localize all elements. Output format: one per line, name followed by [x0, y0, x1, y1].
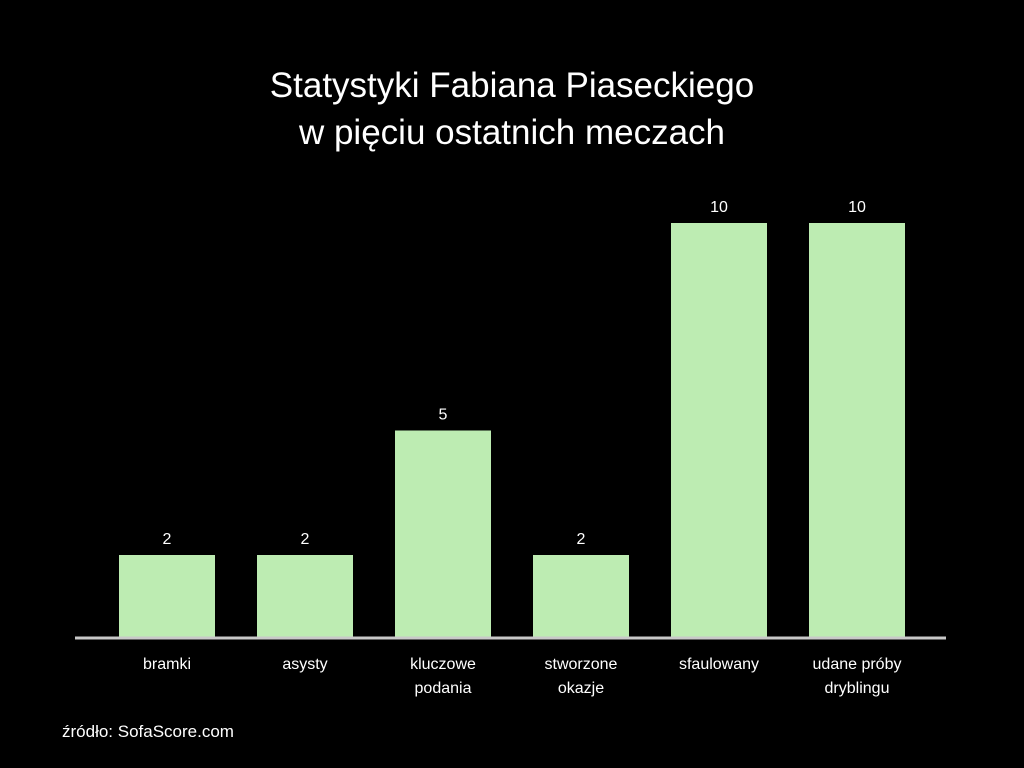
chart-title-line-1: Statystyki Fabiana Piaseckiego: [269, 66, 755, 105]
data-label: 5: [439, 407, 448, 424]
bar: [671, 223, 767, 638]
bar: [809, 223, 905, 638]
category-label: bramki: [143, 656, 191, 673]
bar: [395, 430, 491, 638]
data-label: 10: [848, 199, 866, 216]
bar: [257, 555, 353, 638]
category-label: podania: [415, 680, 472, 697]
data-label: 2: [577, 531, 586, 548]
source-note: źródło: SofaScore.com: [62, 722, 234, 741]
category-label: kluczowe: [410, 656, 476, 673]
bar: [533, 555, 629, 638]
chart-title-line-2: w pięciu ostatnich meczach: [298, 113, 726, 152]
category-label: sfaulowany: [679, 656, 759, 673]
data-label: 10: [710, 199, 728, 216]
data-label: 2: [163, 531, 172, 548]
category-label: stworzone: [545, 656, 618, 673]
bar: [119, 555, 215, 638]
category-label: okazje: [558, 680, 604, 697]
category-label: udane próby: [813, 656, 902, 673]
chart-title: Statystyki Fabiana Piaseckiego w pięciu …: [0, 62, 1024, 156]
data-label: 2: [301, 531, 310, 548]
category-label: asysty: [282, 656, 327, 673]
category-label: dryblingu: [825, 680, 890, 697]
